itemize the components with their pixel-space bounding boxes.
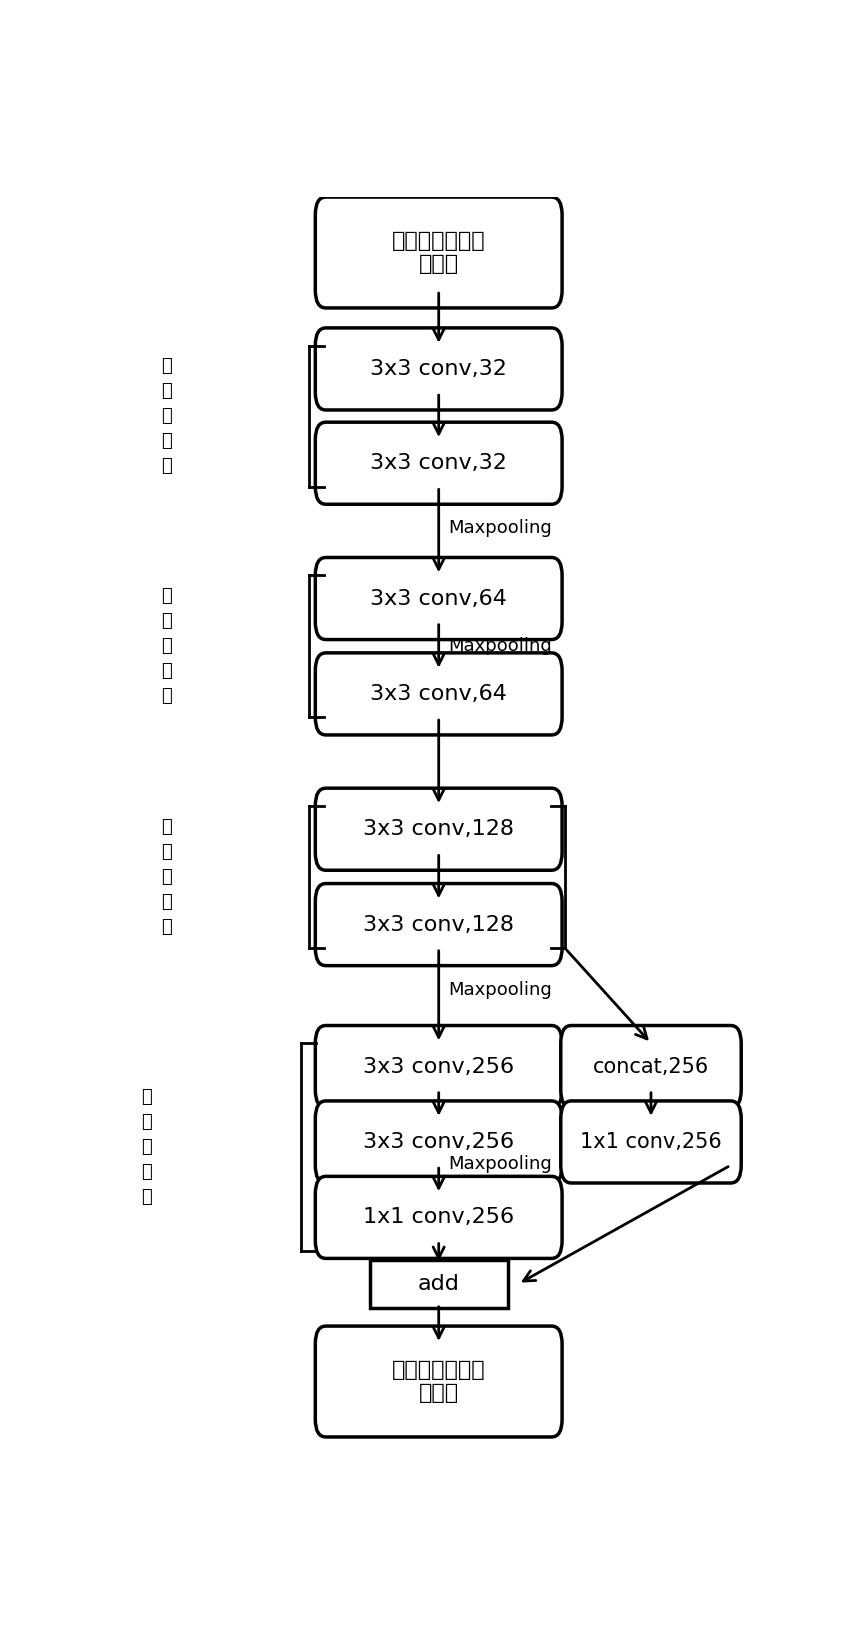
Text: 第
二
卷
基
层: 第 二 卷 基 层	[161, 588, 172, 704]
Text: 3x3 conv,256: 3x3 conv,256	[363, 1056, 514, 1077]
Text: 3x3 conv,64: 3x3 conv,64	[371, 685, 507, 704]
Text: add: add	[418, 1274, 460, 1294]
FancyBboxPatch shape	[561, 1026, 741, 1108]
Text: 1x1 conv,256: 1x1 conv,256	[580, 1131, 722, 1153]
FancyBboxPatch shape	[561, 1100, 741, 1182]
FancyBboxPatch shape	[315, 1176, 562, 1258]
FancyBboxPatch shape	[315, 328, 562, 410]
Text: concat,256: concat,256	[593, 1056, 709, 1077]
Text: 甲状腺超声图像
特征图: 甲状腺超声图像 特征图	[392, 1360, 485, 1404]
Text: Maxpooling: Maxpooling	[449, 1156, 552, 1172]
Text: 3x3 conv,128: 3x3 conv,128	[363, 819, 514, 839]
Text: 3x3 conv,128: 3x3 conv,128	[363, 915, 514, 934]
FancyBboxPatch shape	[370, 1259, 508, 1309]
Text: 3x3 conv,32: 3x3 conv,32	[371, 453, 507, 473]
FancyBboxPatch shape	[315, 1327, 562, 1437]
FancyBboxPatch shape	[315, 883, 562, 965]
FancyBboxPatch shape	[315, 422, 562, 504]
FancyBboxPatch shape	[315, 788, 562, 870]
FancyBboxPatch shape	[315, 1026, 562, 1108]
Text: 第
一
卷
积
层: 第 一 卷 积 层	[161, 356, 172, 475]
Text: Maxpooling: Maxpooling	[449, 519, 552, 537]
Text: 第
三
卷
积
层: 第 三 卷 积 层	[161, 818, 172, 936]
FancyBboxPatch shape	[315, 197, 562, 309]
Text: 第
四
卷
积
层: 第 四 卷 积 层	[141, 1089, 152, 1205]
FancyBboxPatch shape	[315, 654, 562, 736]
Text: 3x3 conv,256: 3x3 conv,256	[363, 1131, 514, 1153]
Text: 3x3 conv,64: 3x3 conv,64	[371, 588, 507, 609]
Text: 3x3 conv,32: 3x3 conv,32	[371, 360, 507, 379]
Text: Maxpooling: Maxpooling	[449, 637, 552, 655]
Text: Maxpooling: Maxpooling	[449, 980, 552, 998]
Text: 甲状腺超声图像
训练集: 甲状腺超声图像 训练集	[392, 232, 485, 274]
FancyBboxPatch shape	[315, 558, 562, 640]
FancyBboxPatch shape	[315, 1100, 562, 1182]
Text: 1x1 conv,256: 1x1 conv,256	[363, 1207, 514, 1227]
